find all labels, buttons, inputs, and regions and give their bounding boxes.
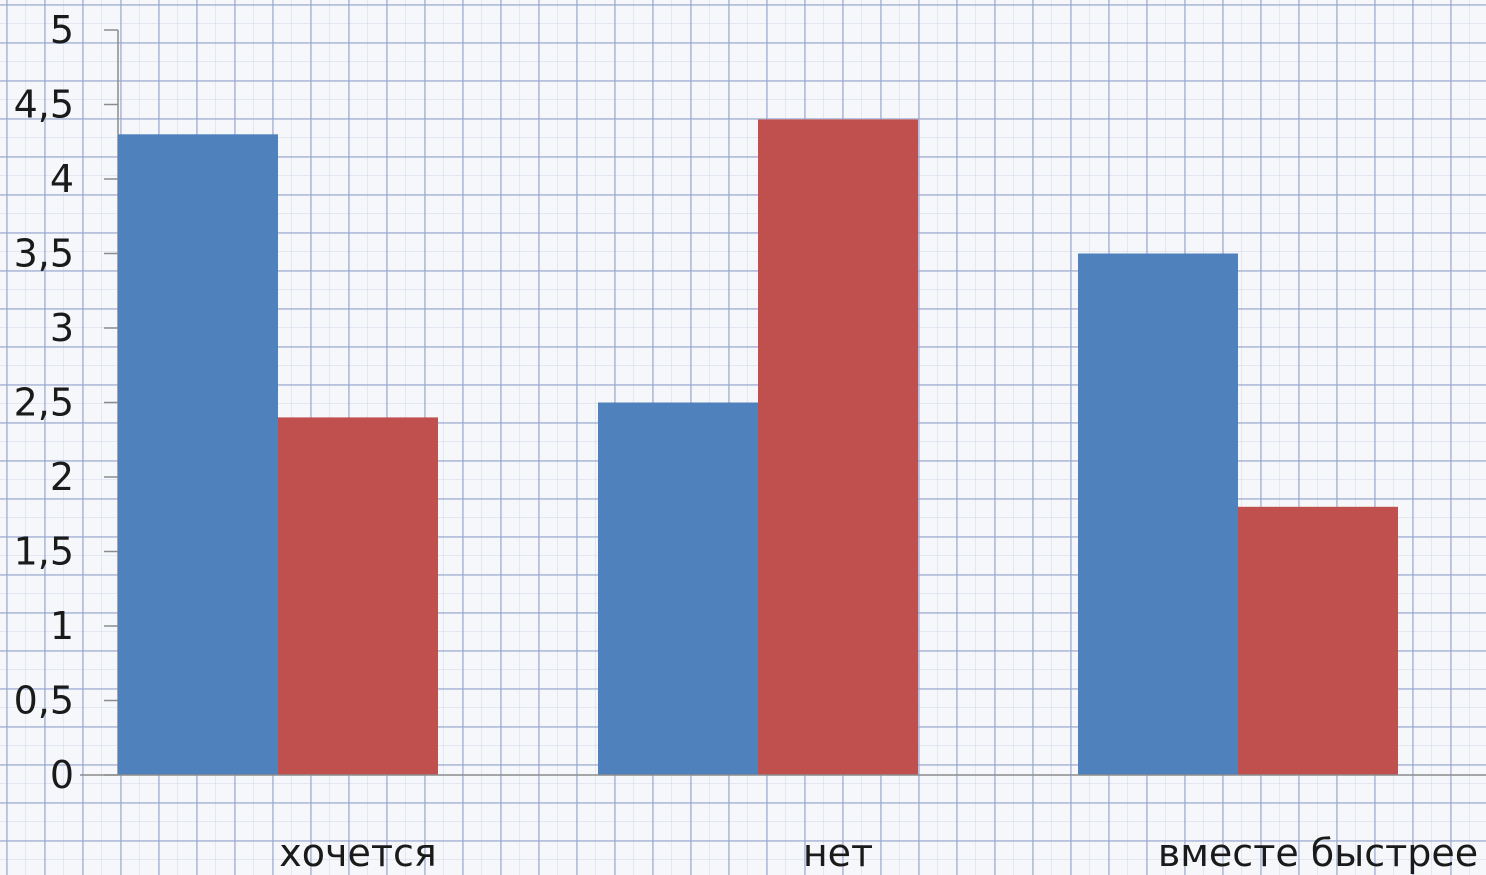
y-tick-label: 4 [50,157,74,201]
bar-series2-2 [758,119,918,775]
bar-series2-1 [278,417,438,775]
y-tick-label: 0 [50,753,74,797]
y-tick-label: 1 [50,604,74,648]
y-axis: 0 0,5 1 1,5 2 2,5 3 3,5 4 4,5 5 [14,8,119,797]
y-tick-label: 2,5 [14,381,74,425]
bars [118,119,1398,776]
bar-series1-2 [598,402,758,775]
bar-series2-3 [1238,506,1398,775]
y-tick-label: 3,5 [14,232,74,276]
y-tick-label: 3 [50,306,74,350]
x-axis: хочется нет вместе быстрее [80,774,1486,875]
bar-series1-1 [118,134,278,776]
y-tick-label: 1,5 [14,530,74,574]
x-category-label: вместе быстрее [1158,831,1478,875]
bar-series1-3 [1078,253,1238,775]
y-tick-label: 5 [50,8,74,52]
x-category-label: хочется [279,831,436,875]
y-tick-label: 0,5 [14,679,74,723]
x-category-label: нет [803,831,873,875]
y-tick-label: 2 [50,455,74,499]
y-tick-label: 4,5 [14,83,74,127]
